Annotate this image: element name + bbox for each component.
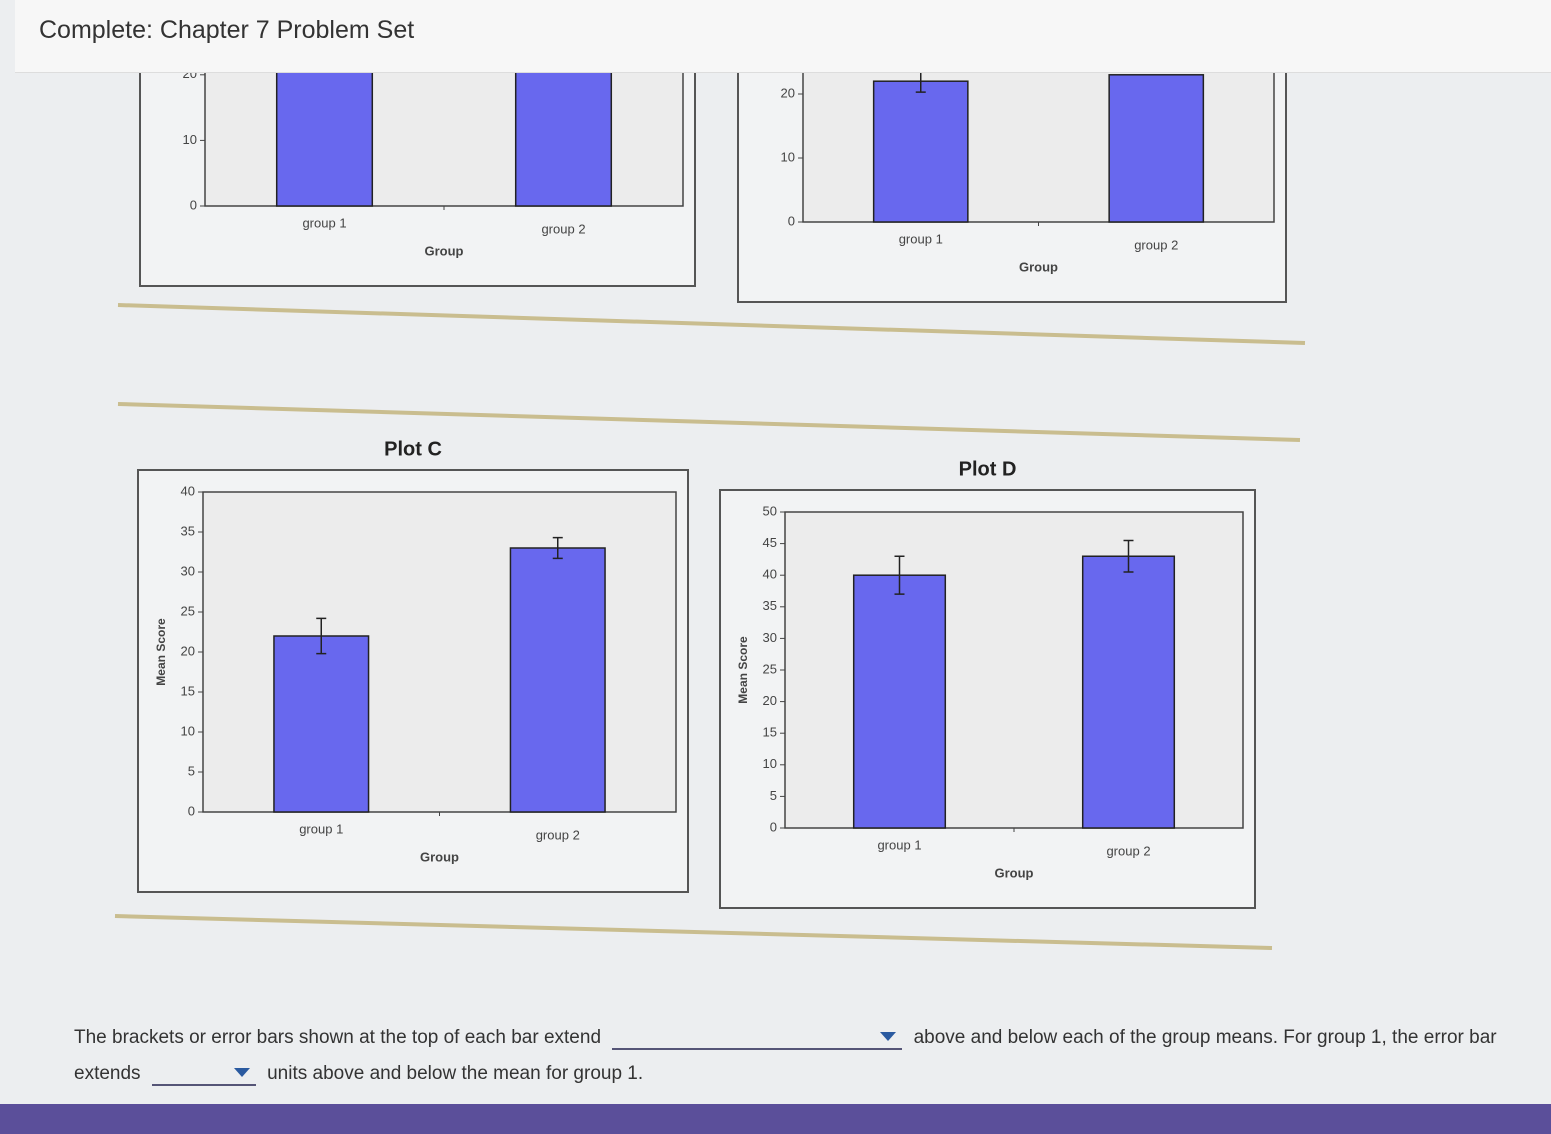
y-tick-label: 15 [181,683,195,698]
dock [0,1104,1551,1134]
y-axis-label: Mean Score [736,636,750,704]
y-tick-label: 10 [781,149,795,164]
y-tick-label: 0 [190,197,197,212]
chart-title: Plot C [384,438,442,460]
error-bar [552,536,563,560]
x-tick-label: group 2 [541,221,585,236]
y-tick-label: 10 [763,756,777,771]
y-tick-label: 35 [181,523,195,538]
y-tick-label: 15 [763,725,777,740]
bar [275,47,374,207]
question-text: above and below each of the group means.… [74,1027,1497,1084]
y-tick-label: 10 [181,723,195,738]
y-tick-label: 20 [181,643,195,658]
x-tick-label: group 1 [302,215,346,230]
y-tick-label: 30 [181,563,195,578]
separator [117,303,1306,345]
bar [509,547,606,813]
y-tick-label: 5 [188,763,195,778]
y-tick-label: 20 [763,693,777,708]
y-tick-label: 10 [183,132,197,147]
y-tick-label: 25 [763,661,777,676]
x-tick-label: group 1 [299,821,343,836]
x-axis-label: Group [420,849,459,864]
dropdown[interactable] [151,1062,256,1086]
y-tick-label: 5 [770,788,777,803]
question-text: units above and below the mean for group… [267,1063,644,1084]
y-tick-label: 40 [763,567,777,582]
x-tick-label: group 2 [536,827,580,842]
y-tick-label: 30 [763,630,777,645]
header: Complete: Chapter 7 Problem Set [15,0,1551,73]
charts: 0 10 20 group 1 group 2 Group 0 10 20 group 1 grou… [114,19,1306,950]
y-tick-label: 50 [763,503,777,518]
question-text: The brackets or error bars shown at the … [74,1027,602,1048]
error-bar [1123,539,1134,573]
y-tick-label: 35 [763,598,777,613]
bar [872,80,969,223]
y-axis-label: Mean Score [154,618,168,686]
y-tick-label: 0 [188,803,195,818]
x-tick-label: group 2 [1134,237,1178,252]
x-tick-label: group 1 [899,231,943,246]
x-axis-label: Group [995,865,1034,880]
page-title: Complete: Chapter 7 Problem Set [39,16,415,44]
separator [114,914,1273,950]
dropdown[interactable] [612,1026,903,1050]
x-axis-label: Group [1019,259,1058,274]
y-tick-label: 45 [763,535,777,550]
y-tick-label: 40 [181,483,195,498]
chart-title: Plot D [959,458,1017,480]
x-tick-label: group 2 [1106,843,1150,858]
error-bar [316,617,327,655]
bar [1081,555,1176,829]
question: The brackets or error bars shown at the … [74,1020,1514,1092]
x-tick-label: group 1 [877,837,921,852]
error-bar [894,555,905,595]
bar [852,574,947,829]
separator [117,402,1301,442]
y-tick-label: 20 [781,85,795,100]
bar [273,635,370,813]
y-tick-label: 0 [788,213,795,228]
y-tick-label: 25 [181,603,195,618]
x-axis-label: Group [425,243,464,258]
bar [1108,74,1205,223]
y-tick-label: 0 [770,819,777,834]
